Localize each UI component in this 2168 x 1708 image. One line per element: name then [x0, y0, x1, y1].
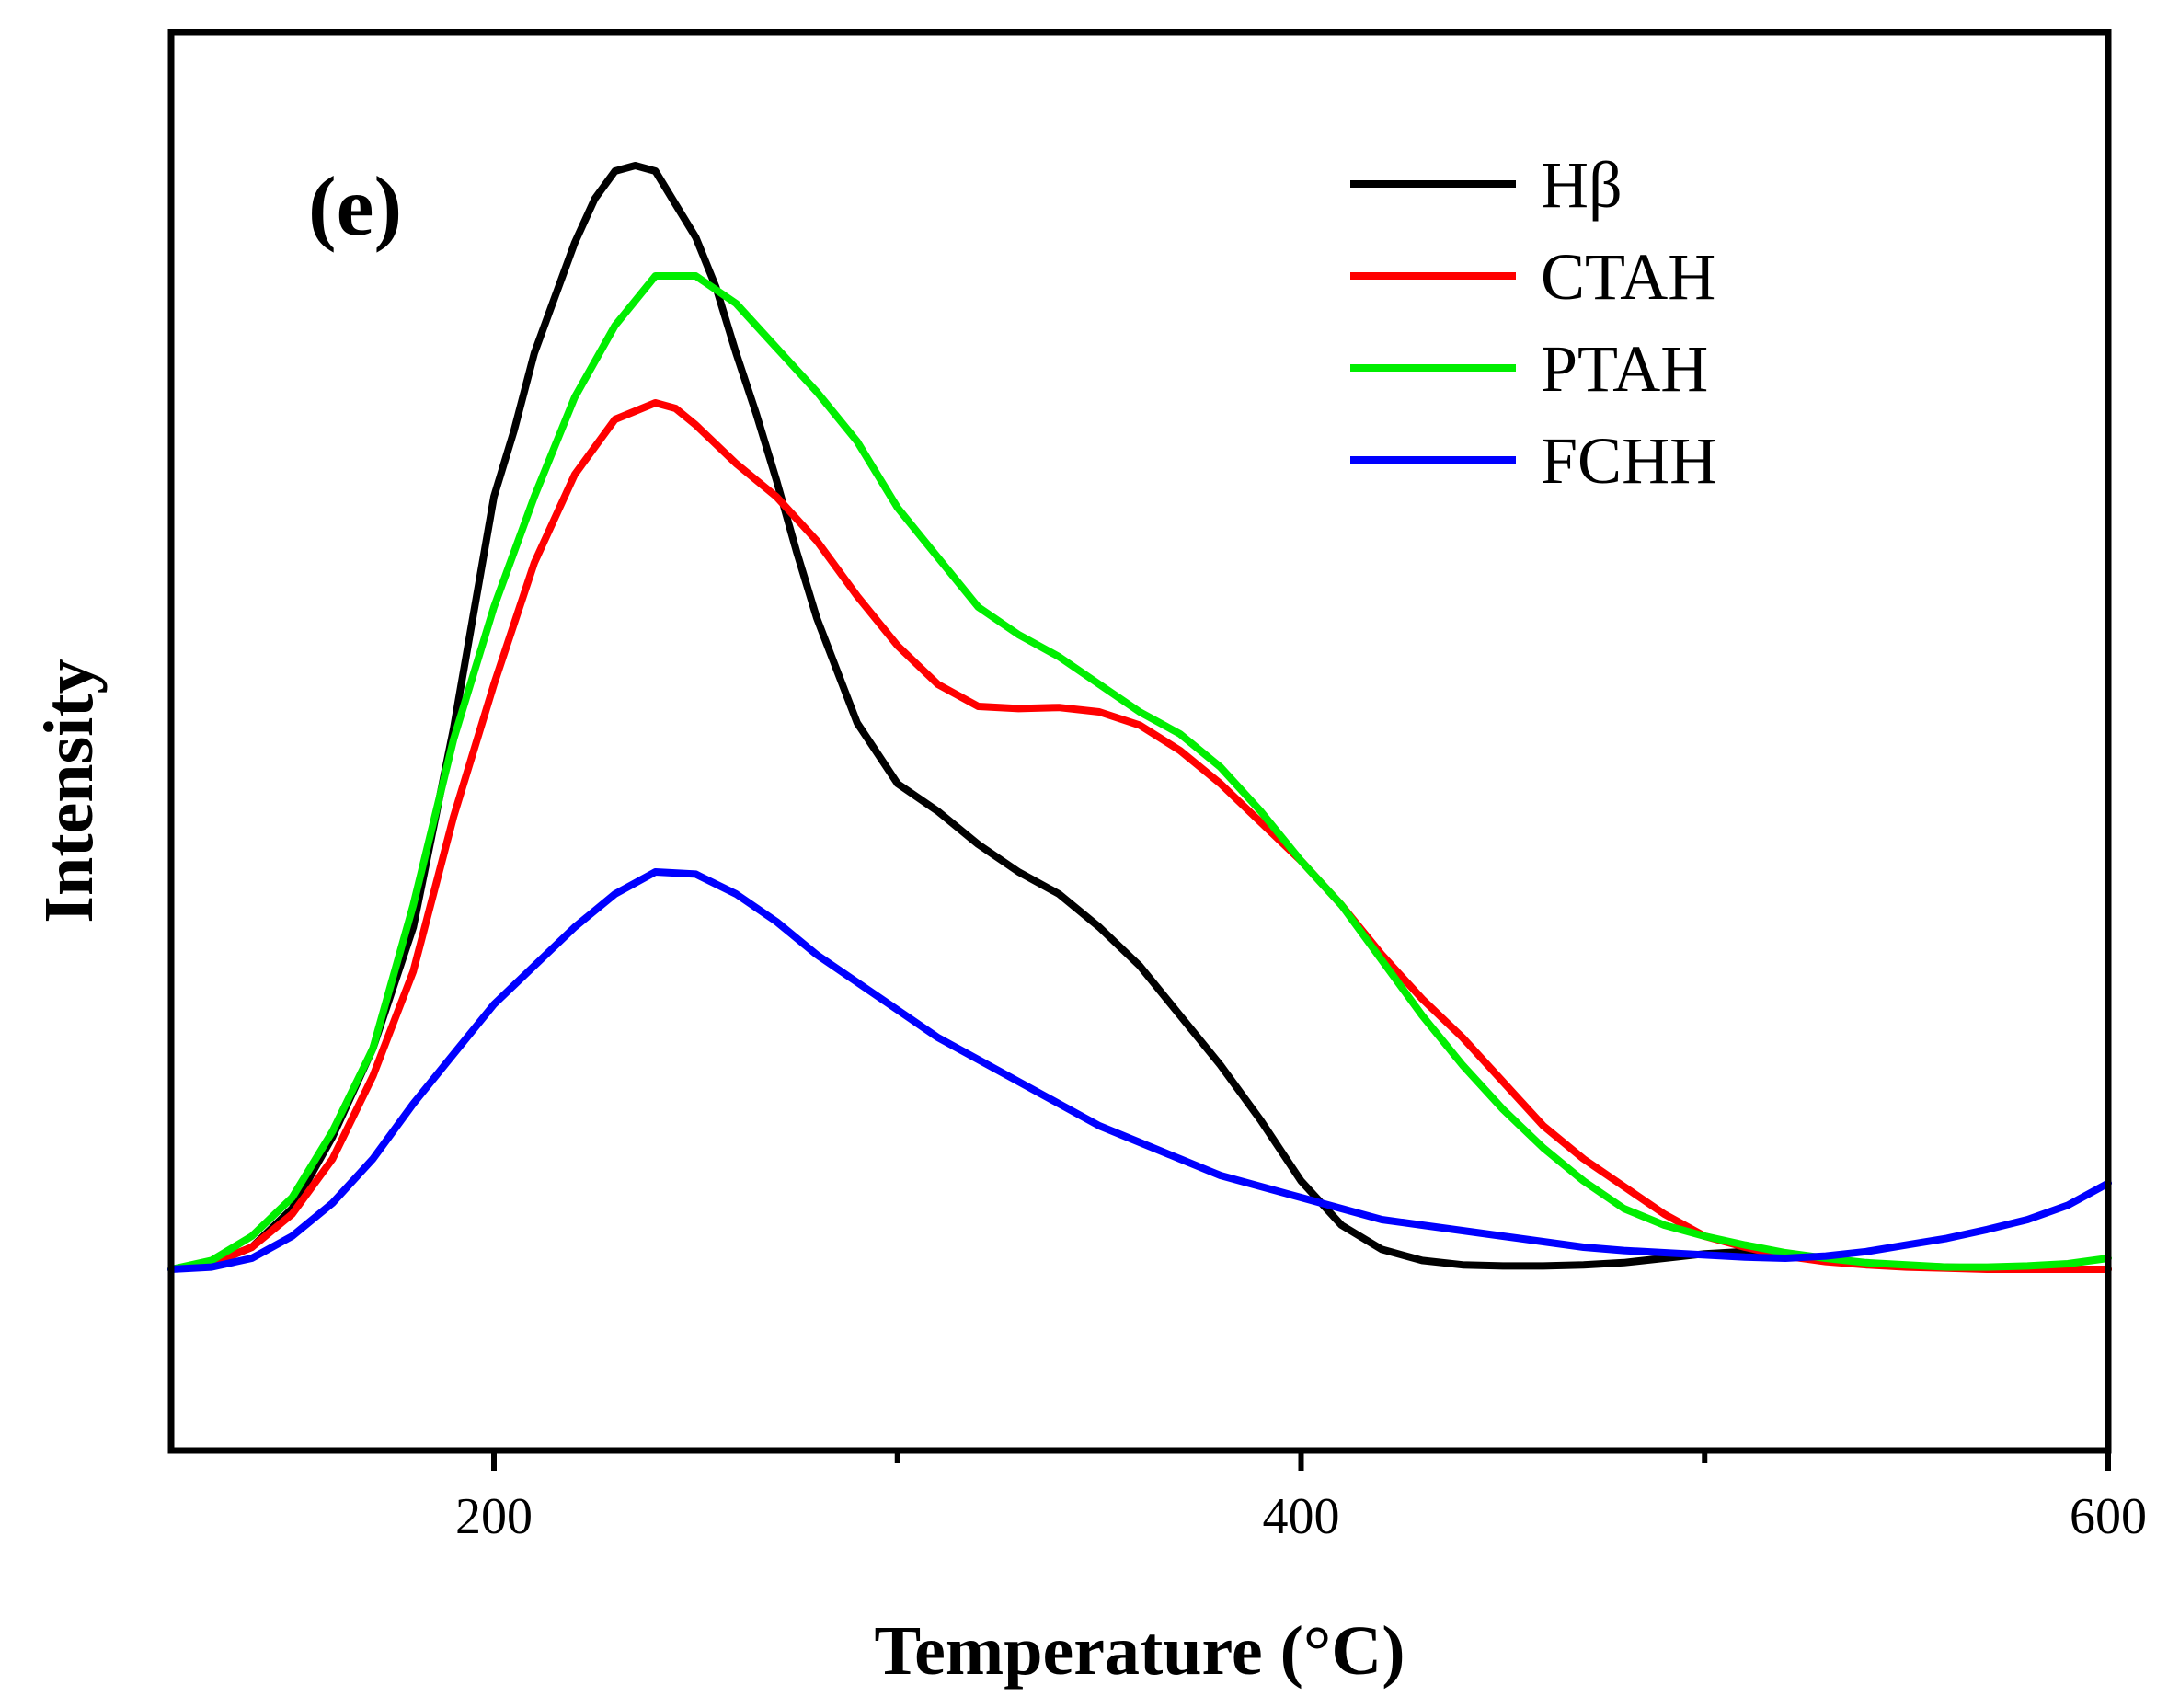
panel-label: (e)	[308, 159, 402, 253]
x-axis-label: Temperature (°C)	[874, 1612, 1405, 1690]
x-axis-ticks: 200 400 600	[455, 1450, 2147, 1545]
legend-label: PTAH	[1541, 332, 1708, 406]
x-tick-label: 400	[1263, 1488, 1340, 1545]
series-layer	[167, 162, 2112, 1273]
y-axis-label: Intensity	[30, 659, 108, 923]
legend-label: Hβ	[1541, 148, 1623, 222]
x-tick-label: 200	[455, 1488, 533, 1545]
legend-label: CTAH	[1541, 240, 1715, 314]
series-line-3	[167, 868, 2112, 1273]
plot-frame	[167, 29, 2112, 1454]
legend: Hβ CTAH PTAH FCHH	[1350, 148, 1717, 498]
legend-label: FCHH	[1541, 424, 1717, 498]
series-line-2	[167, 272, 2112, 1273]
x-tick-label: 600	[2070, 1488, 2147, 1545]
series-line-0	[167, 162, 2112, 1273]
